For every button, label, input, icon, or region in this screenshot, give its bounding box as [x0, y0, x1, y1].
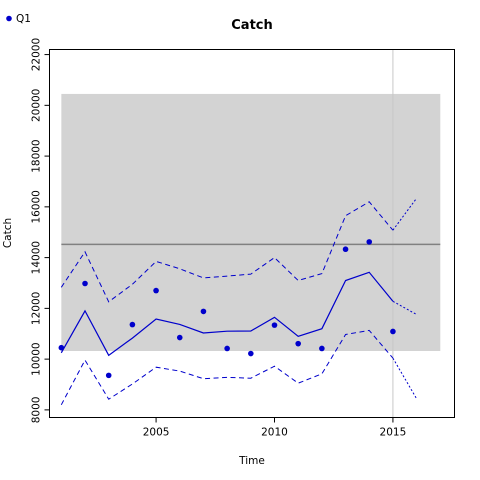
forecast-lower-line	[392, 357, 418, 399]
forecast-upper-line	[392, 197, 418, 231]
data-point	[342, 246, 349, 253]
y-tick-label: 16000	[31, 190, 43, 223]
fit-line	[60, 271, 394, 357]
data-point	[248, 350, 254, 357]
data-point	[319, 345, 325, 352]
forecast-fit-line	[392, 300, 417, 315]
axes: 2005 2010 2015 8000 10000 12000 14000 16000 1800…	[31, 38, 407, 439]
shaded-band	[61, 93, 441, 352]
x-tick-label: 2005	[143, 427, 170, 439]
y-tick-label: 14000	[31, 241, 43, 274]
data-point	[366, 239, 373, 245]
data-point	[295, 340, 301, 347]
lower-bound-line	[60, 329, 394, 406]
legend-label-q1: Q1	[16, 13, 31, 25]
data-point	[271, 322, 278, 328]
y-tick-label: 18000	[31, 139, 43, 172]
plot-area	[58, 49, 441, 418]
x-tick-label: 2010	[261, 427, 288, 439]
plot-frame	[49, 49, 455, 418]
y-tick-label: 22000	[31, 38, 43, 71]
data-point	[176, 334, 183, 341]
data-point	[58, 344, 65, 351]
data-point	[105, 372, 112, 379]
y-tick-label: 10000	[31, 342, 43, 375]
data-point	[129, 321, 136, 328]
y-axis-title: Catch	[2, 218, 14, 248]
x-axis-title: Time	[238, 455, 265, 467]
data-point	[153, 287, 159, 294]
y-tick-label: 20000	[31, 89, 43, 122]
data-point	[390, 328, 396, 335]
y-tick-label: 12000	[31, 292, 43, 325]
data-point	[82, 280, 88, 287]
x-tick-label: 2015	[380, 427, 407, 439]
legend-marker-q1	[6, 15, 12, 22]
data-point	[224, 345, 230, 352]
chart-title: Catch	[231, 18, 273, 33]
upper-bound-line	[60, 201, 394, 303]
data-point	[200, 308, 207, 315]
legend: Q1	[6, 13, 31, 25]
y-tick-label: 8000	[31, 397, 43, 424]
